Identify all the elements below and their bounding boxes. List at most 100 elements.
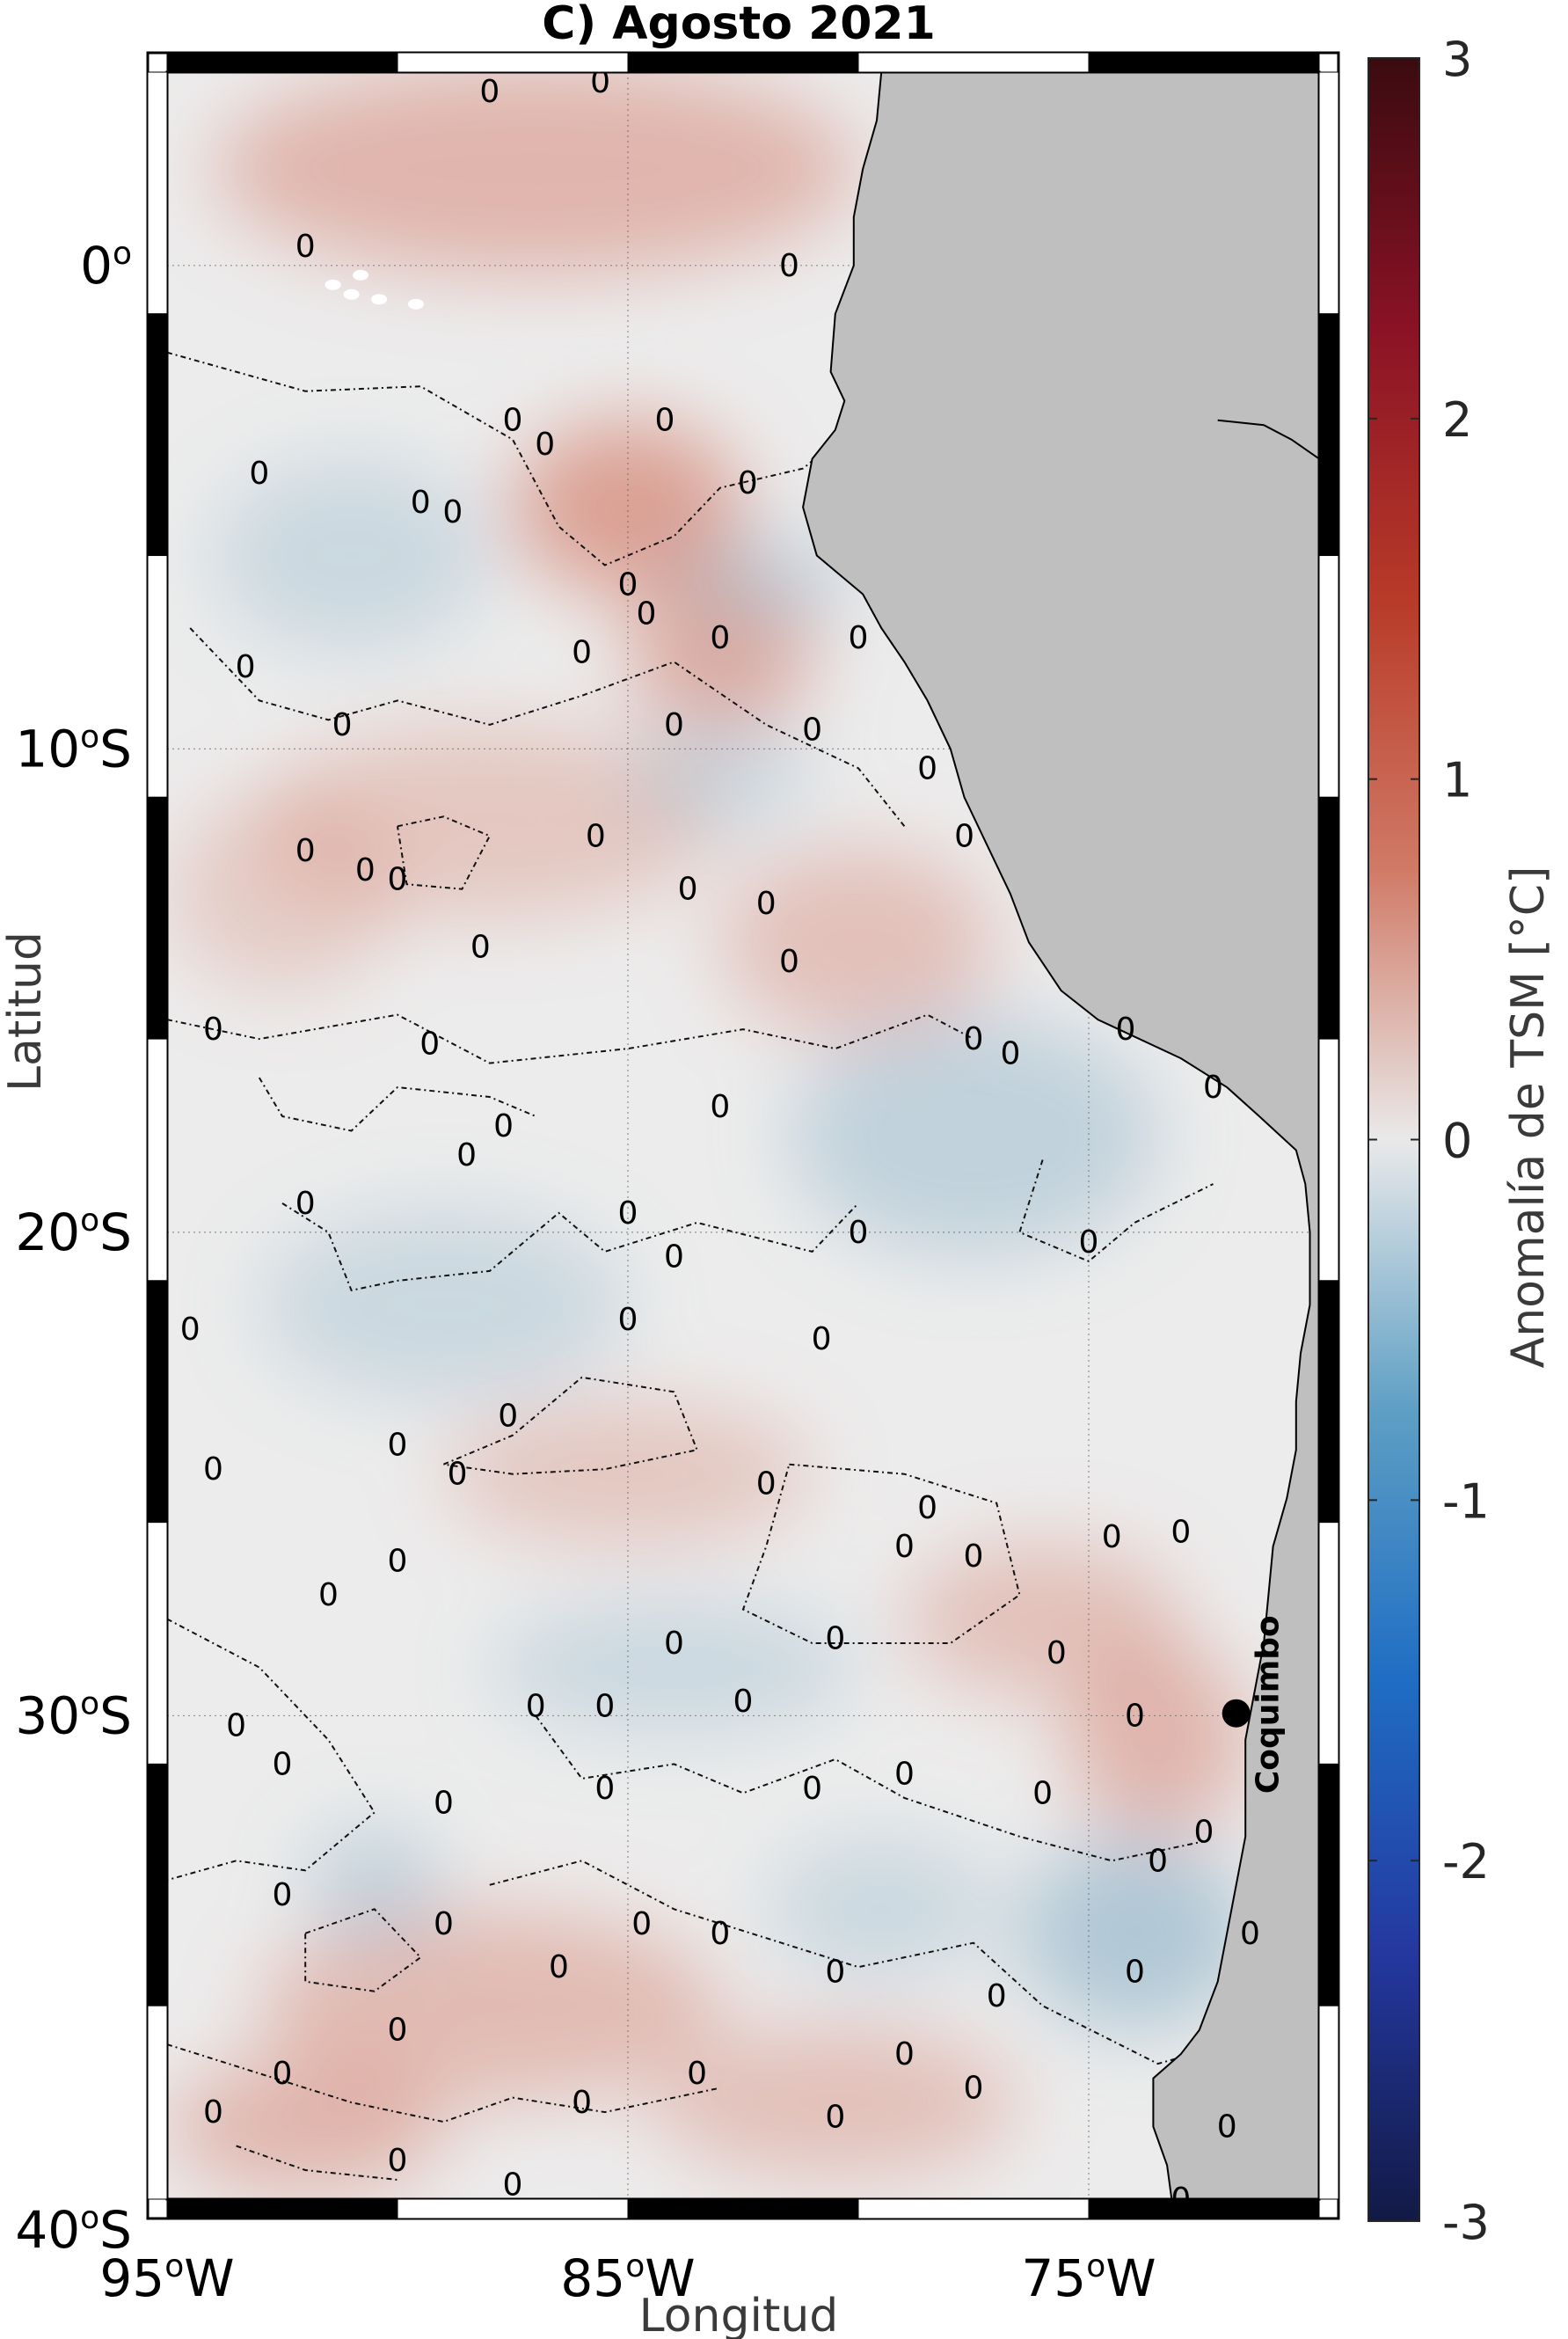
axes: 95oW 85oW 75oW 0o 10oS 20oS 30oS 40oS bbox=[15, 236, 1156, 2308]
frame-bar-top bbox=[857, 52, 1090, 73]
chart-title: C) Agosto 2021 bbox=[542, 0, 936, 50]
contour-label: 0 bbox=[448, 1457, 468, 1493]
cool-anomaly-region bbox=[213, 458, 490, 653]
frame-bar-right bbox=[1318, 313, 1339, 557]
contour-label: 0 bbox=[572, 634, 592, 670]
contour-label: 0 bbox=[849, 620, 869, 656]
contour-label: 0 bbox=[1125, 1698, 1145, 1734]
y-tick-label: 30oS bbox=[15, 1685, 132, 1745]
contour-label: 0 bbox=[1102, 1519, 1122, 1555]
contour-label: 0 bbox=[226, 1707, 246, 1743]
contour-label: 0 bbox=[249, 456, 269, 492]
contour-label: 0 bbox=[355, 852, 376, 888]
warm-anomaly-region bbox=[651, 2025, 1020, 2181]
colorbar-tick-label: 2 bbox=[1442, 392, 1472, 448]
galapagos-island bbox=[407, 298, 424, 310]
frame-bar-left bbox=[147, 796, 168, 1040]
contour-label: 0 bbox=[618, 567, 638, 603]
frame-bar-right bbox=[1318, 1763, 1339, 2006]
cool-anomaly-region bbox=[305, 1826, 444, 1943]
x-tick-label: 75oW bbox=[1021, 2248, 1156, 2308]
contour-label: 0 bbox=[710, 620, 730, 656]
contour-label: 0 bbox=[295, 1186, 316, 1222]
contour-label: 0 bbox=[964, 1021, 984, 1057]
colorbar-tick-label: 3 bbox=[1442, 32, 1472, 87]
contour-label: 0 bbox=[180, 1312, 201, 1348]
x-tick-label: 95oW bbox=[99, 2248, 234, 2308]
contour-label: 0 bbox=[779, 248, 799, 284]
frame-bar-bottom bbox=[627, 2198, 859, 2219]
warm-anomaly-region bbox=[167, 2058, 444, 2195]
contour-label: 0 bbox=[917, 750, 937, 786]
contour-label: 0 bbox=[802, 1771, 822, 1807]
contour-label: 0 bbox=[738, 465, 758, 501]
contour-label: 0 bbox=[954, 818, 974, 854]
contour-label: 0 bbox=[388, 1428, 408, 1464]
contour-label: 0 bbox=[1032, 1775, 1053, 1811]
contour-label: 0 bbox=[1000, 1036, 1020, 1072]
contour-label: 0 bbox=[1171, 1515, 1191, 1551]
frame-bar-left bbox=[147, 2005, 168, 2200]
colorbar-tick-label: 0 bbox=[1442, 1114, 1472, 1169]
colorbar-label: Anomalía de TSM [°C] bbox=[1502, 866, 1555, 1369]
frame-bar-top bbox=[627, 52, 859, 73]
cool-anomaly-region bbox=[259, 1208, 628, 1402]
contour-label: 0 bbox=[586, 818, 606, 854]
marker-label: Coquimbo bbox=[1251, 1615, 1287, 1794]
contour-line bbox=[304, 1908, 422, 1992]
contour-label: 0 bbox=[332, 707, 353, 743]
galapagos-island bbox=[353, 269, 369, 281]
y-tick-label: 10oS bbox=[15, 719, 132, 778]
contour-label: 0 bbox=[678, 872, 698, 908]
contour-label: 0 bbox=[964, 2071, 984, 2107]
contour-label: 0 bbox=[964, 1539, 984, 1575]
frame-bar-right bbox=[1318, 2005, 1339, 2200]
contour-label: 0 bbox=[1194, 1814, 1214, 1850]
contour-label: 0 bbox=[802, 712, 822, 748]
contour-label: 0 bbox=[388, 2013, 408, 2049]
contour-label: 0 bbox=[479, 74, 500, 110]
contour-label: 0 bbox=[434, 1785, 454, 1821]
land-mass bbox=[802, 72, 1319, 2199]
frame-bar-right bbox=[1318, 1522, 1339, 1765]
colorbar-tick-label: 1 bbox=[1442, 753, 1472, 808]
anomaly-field bbox=[167, 72, 1251, 2195]
contour-label: 0 bbox=[411, 485, 431, 521]
contour-line bbox=[281, 1202, 859, 1292]
frame-bar-left bbox=[147, 1763, 168, 2006]
galapagos-island bbox=[371, 294, 388, 305]
contour-line bbox=[189, 627, 906, 827]
contour-label: 0 bbox=[987, 1978, 1007, 2014]
contour-label: 0 bbox=[493, 1108, 514, 1144]
frame-bar-top bbox=[166, 52, 398, 73]
contour-label: 0 bbox=[637, 596, 657, 632]
cool-anomaly-region bbox=[628, 714, 813, 831]
contour-label: 0 bbox=[894, 1529, 915, 1565]
map-frame bbox=[146, 51, 1340, 2220]
contour-label: 0 bbox=[594, 1688, 615, 1724]
contour-label: 0 bbox=[664, 1239, 684, 1275]
contour-label: 0 bbox=[894, 1756, 915, 1792]
contour-label: 0 bbox=[295, 833, 316, 869]
frame-bar-bottom bbox=[166, 2198, 398, 2219]
contour-label: 0 bbox=[535, 427, 555, 463]
y-tick-label: 40oS bbox=[15, 2200, 132, 2260]
contour-line bbox=[258, 1077, 536, 1132]
station-marker: Coquimbo bbox=[1222, 1615, 1287, 1794]
warm-anomaly-region bbox=[1065, 1643, 1251, 1837]
contour-label: 0 bbox=[825, 1955, 845, 1991]
contour-label: 0 bbox=[1115, 1012, 1135, 1048]
y-tick-label: 0o bbox=[80, 236, 132, 296]
contour-label: 0 bbox=[1171, 2182, 1191, 2218]
river-line bbox=[1217, 419, 1319, 460]
frame-bar-left bbox=[147, 1038, 168, 1282]
colorbar-tick-label: -3 bbox=[1442, 2195, 1490, 2250]
frame-bar-bottom bbox=[1088, 2198, 1320, 2219]
contour-label: 0 bbox=[236, 649, 256, 685]
warm-anomaly-region bbox=[443, 1401, 813, 1547]
contour-label: 0 bbox=[779, 944, 799, 980]
contour-line bbox=[741, 1463, 1021, 1644]
contour-label: 0 bbox=[318, 1577, 339, 1613]
x-axis-label: Longitud bbox=[639, 2290, 839, 2339]
